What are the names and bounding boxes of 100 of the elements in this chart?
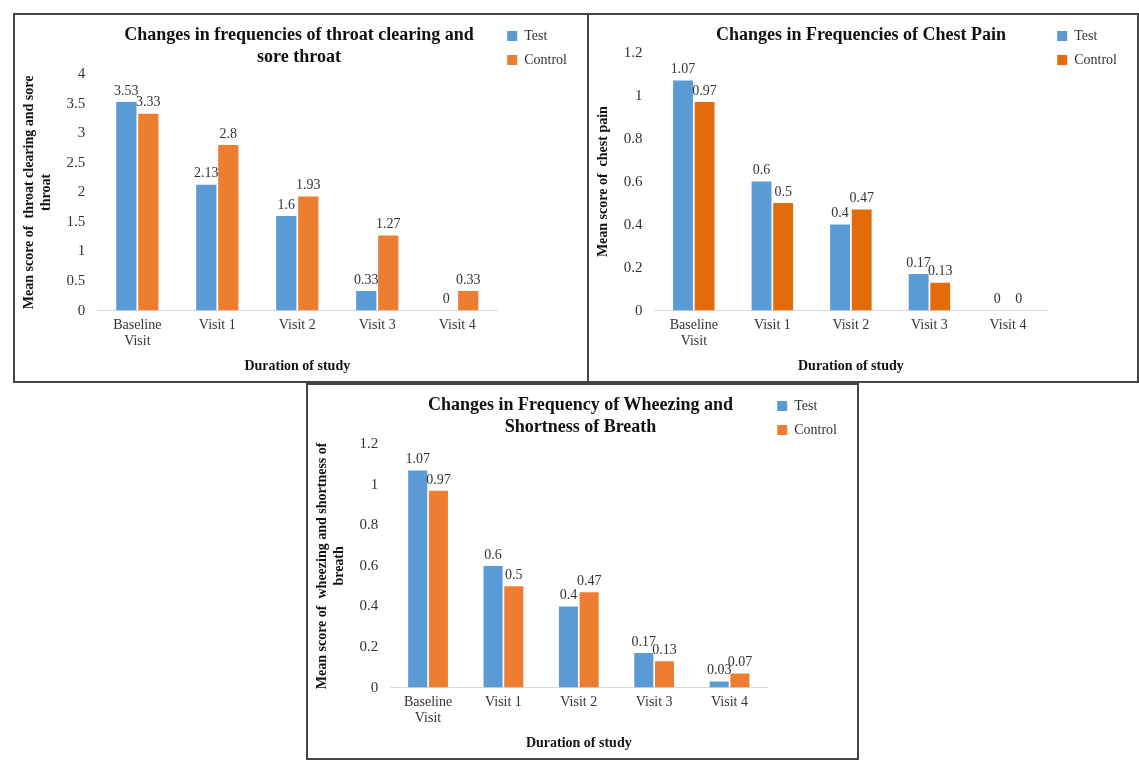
bar (356, 291, 377, 311)
y-tick-label: 3 (77, 124, 86, 141)
data-label: 0.6 (752, 162, 771, 178)
bar (673, 80, 693, 311)
x-tick-label: Visit 3 (358, 316, 396, 332)
data-label: 0 (442, 291, 450, 307)
chart-title: Changes in Frequency of Wheezing and Shortness of Breath (428, 394, 733, 437)
chart-title: Changes in Frequencies of Chest Pain (715, 24, 1007, 45)
x-tick-label: Visit 2 (278, 316, 316, 332)
data-label: 3.33 (136, 94, 161, 110)
y-axis-title: Mean score of throat clearing and sore throat (21, 75, 53, 310)
data-label: 0.33 (455, 271, 481, 287)
x-tick-label: Visit 2 (560, 693, 598, 709)
data-label: 1.27 (376, 216, 401, 232)
bar (579, 592, 599, 688)
data-label: 0.5 (505, 566, 523, 582)
data-label: 2.13 (194, 165, 219, 181)
bar (730, 673, 750, 688)
bar (504, 586, 524, 688)
x-tick-label: Visit 3 (910, 316, 948, 332)
y-tick-label: 4 (77, 65, 86, 82)
legend-label: Control (794, 421, 838, 437)
data-label: 1.93 (296, 177, 321, 193)
x-tick-label: Visit 1 (484, 693, 522, 709)
bar (930, 282, 951, 311)
bar (694, 102, 715, 311)
legend-label: Test (794, 397, 818, 413)
x-tick-label: Visit 1 (753, 316, 791, 332)
x-axis-title: Duration of study (525, 735, 632, 751)
bar (116, 101, 137, 311)
bar (851, 209, 872, 311)
y-tick-label: 0.6 (359, 556, 379, 573)
bar (458, 291, 479, 311)
data-label: 1.07 (670, 61, 696, 77)
legend-label: Control (1074, 51, 1118, 67)
y-axis-title: Mean score of wheezing and shortness of breath (314, 442, 346, 690)
y-tick-label: 1 (77, 242, 86, 259)
y-tick-label: 0.4 (359, 597, 379, 614)
x-tick-label: Baseline Visit (403, 693, 453, 726)
y-tick-label: 1 (635, 86, 643, 103)
y-tick-label: 0.8 (623, 129, 643, 146)
bar (218, 145, 239, 311)
y-tick-label: 3.5 (66, 94, 86, 111)
y-tick-label: 1 (370, 475, 379, 492)
data-label: 0.4 (831, 205, 849, 221)
bar (378, 235, 399, 311)
x-tick-label: Visit 3 (635, 693, 673, 709)
legend-label: Test (1074, 27, 1098, 43)
data-label: 0 (993, 291, 1001, 307)
data-label: 2.8 (219, 125, 238, 141)
bar (298, 196, 319, 311)
bar (830, 224, 851, 311)
x-tick-label: Baseline Visit (113, 316, 162, 349)
y-axis-title: Mean score of chest pain (595, 105, 611, 258)
y-tick-label: 0.2 (359, 637, 379, 654)
y-tick-label: 1.2 (623, 43, 643, 60)
y-tick-label: 1.5 (66, 212, 86, 229)
y-tick-label: 0 (77, 301, 86, 318)
data-label: 1.07 (405, 451, 430, 467)
y-tick-label: 0.4 (623, 215, 644, 232)
x-tick-label: Visit 4 (438, 316, 476, 332)
data-label: 0.5 (774, 183, 792, 199)
x-axis-title: Duration of study (797, 358, 904, 374)
data-label: 0.6 (484, 546, 502, 562)
data-label: 0.47 (576, 572, 602, 588)
y-tick-label: 2.5 (66, 153, 86, 170)
bar (751, 181, 772, 311)
data-label: 0.47 (849, 190, 874, 206)
legend-label: Test (524, 27, 548, 43)
bar (408, 470, 428, 688)
x-tick-label: Visit 4 (711, 693, 748, 709)
bar (908, 274, 929, 311)
bar (654, 661, 675, 688)
x-axis-title: Duration of study (244, 358, 351, 374)
bar (558, 606, 578, 688)
x-tick-label: Visit 4 (989, 316, 1027, 332)
data-label: 0.4 (559, 587, 578, 603)
y-tick-label: 0.8 (359, 516, 379, 533)
bar (276, 216, 297, 311)
bar (428, 490, 448, 688)
y-tick-label: 0.2 (623, 258, 643, 275)
y-tick-label: 0 (370, 678, 379, 695)
y-tick-label: 1.2 (359, 435, 379, 452)
data-label: 0.33 (354, 271, 379, 287)
data-label: 0 (1015, 291, 1023, 307)
bar (138, 113, 159, 311)
y-tick-label: 0 (635, 301, 643, 318)
y-tick-label: 0.5 (66, 271, 86, 288)
x-tick-label: Visit 1 (198, 316, 236, 332)
legend-label: Control (524, 51, 568, 67)
data-label: 0.13 (927, 263, 953, 279)
y-tick-label: 2 (77, 183, 86, 200)
bar (196, 184, 217, 311)
bar (773, 203, 794, 311)
x-tick-label: Visit 2 (832, 316, 870, 332)
data-label: 1.6 (277, 196, 296, 212)
chart-title: Changes in frequencies of throat clearing and sore throat (124, 24, 474, 67)
bar (634, 653, 654, 688)
bar (483, 565, 503, 688)
y-tick-label: 0.6 (623, 172, 644, 189)
